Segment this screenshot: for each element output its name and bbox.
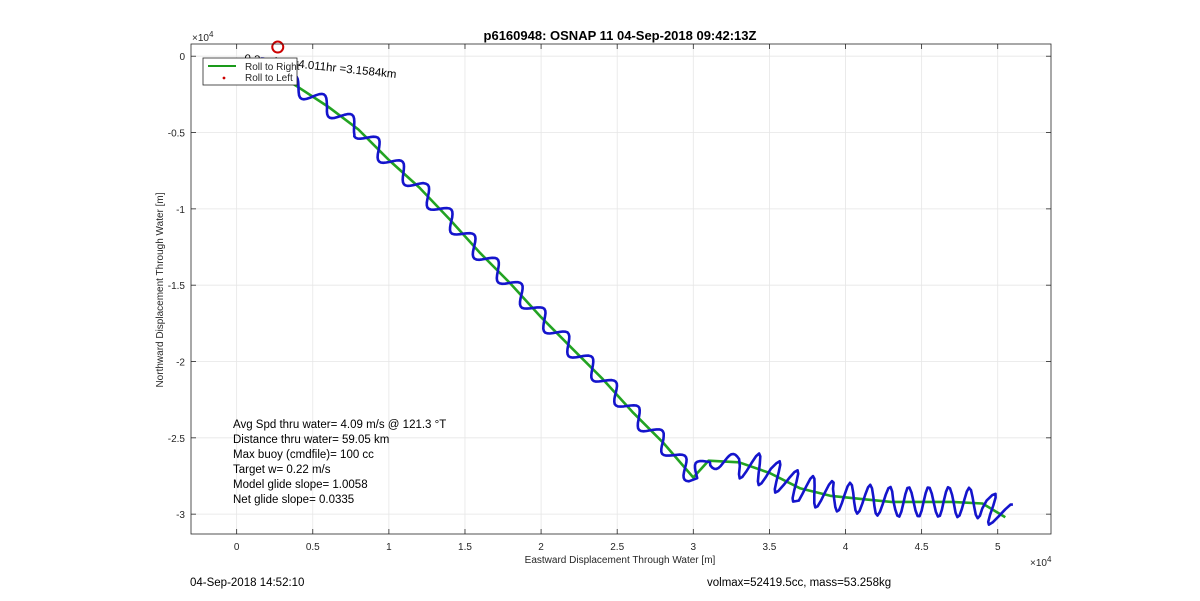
- grid: [191, 44, 1051, 534]
- y-tick-label: -1: [176, 205, 185, 216]
- chart-title: p6160948: OSNAP 11 04-Sep-2018 09:42:13Z: [484, 28, 757, 43]
- track-series-line: [235, 57, 1013, 526]
- stat-max-buoy: Max buoy (cmdfile)= 100 cc: [233, 449, 374, 461]
- x-tick-label: 0.5: [306, 542, 320, 553]
- legend-box: [202, 57, 298, 86]
- axes-box: [190, 43, 1052, 535]
- model-series-line: [206, 62, 1006, 519]
- y-tick-label: -0.5: [168, 129, 186, 140]
- y-axis-exponent: ×104: [192, 30, 214, 45]
- stat-target-w: Target w= 0.22 m/s: [233, 464, 331, 476]
- x-tick-label: 1.5: [458, 542, 472, 553]
- y-tick-label: -1.5: [168, 281, 186, 292]
- x-tick-label: 5: [995, 542, 1001, 553]
- footer-volume-mass: volmax=52419.5cc, mass=53.258kg: [707, 577, 892, 589]
- y-tick-label: 0: [179, 52, 185, 63]
- stat-net-glide-slope: Net glide slope= 0.0335: [233, 494, 354, 506]
- x-tick-label: 0: [234, 542, 240, 553]
- x-tick-label: 2: [538, 542, 544, 553]
- y-tick-label: -2: [176, 358, 185, 369]
- x-axis-exponent: ×104: [1030, 555, 1052, 570]
- stats-block: Avg Spd thru water= 4.09 m/s @ 121.3 °T …: [233, 419, 446, 506]
- x-axis-label: Eastward Displacement Through Water [m]: [525, 555, 716, 566]
- legend-marker-swatch: [222, 76, 226, 80]
- x-tick-label: 2.5: [610, 542, 624, 553]
- x-axis-ticks: 0 0.5 1 1.5 2 2.5 3 3.5 4 4.5 5: [234, 44, 1001, 553]
- x-tick-label: 4.5: [915, 542, 929, 553]
- start-marker: [271, 40, 285, 54]
- stat-avg-speed: Avg Spd thru water= 4.09 m/s @ 121.3 °T: [233, 419, 446, 431]
- x-tick-label: 3: [691, 542, 697, 553]
- stat-distance: Distance thru water= 59.05 km: [233, 434, 389, 446]
- x-tick-label: 4: [843, 542, 849, 553]
- y-tick-label: -2.5: [168, 434, 186, 445]
- x-tick-label: 1: [386, 542, 392, 553]
- footer-timestamp: 04-Sep-2018 14:52:10: [190, 577, 305, 589]
- legend: Roll to Right Roll to Left: [202, 57, 300, 86]
- legend-entry-1-label: Roll to Left: [245, 73, 293, 84]
- y-axis-ticks: 0 -0.5 -1 -1.5 -2 -2.5 -3: [168, 52, 1051, 521]
- y-tick-label: -3: [176, 510, 185, 521]
- legend-entry-0-label: Roll to Right: [245, 62, 300, 73]
- stat-model-glide-slope: Model glide slope= 1.0058: [233, 479, 368, 491]
- y-axis-label: Northward Displacement Through Water [m]: [155, 192, 166, 387]
- x-tick-label: 3.5: [762, 542, 776, 553]
